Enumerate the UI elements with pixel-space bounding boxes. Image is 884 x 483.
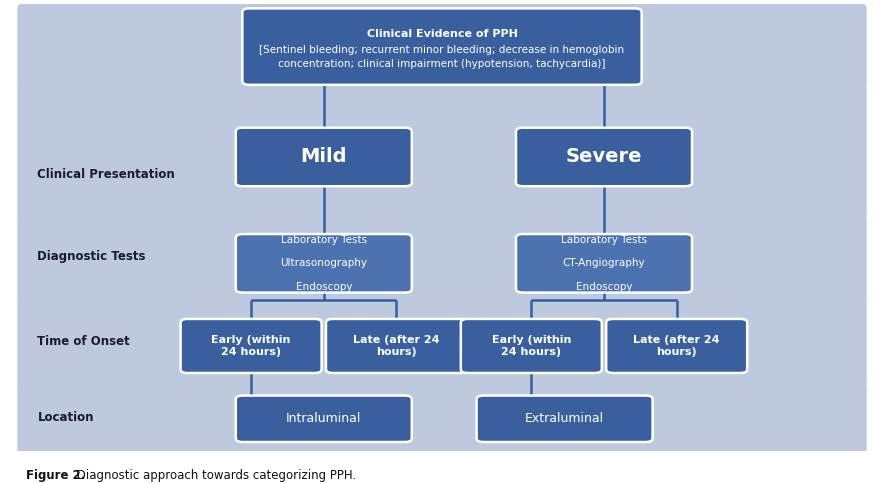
Text: [Sentinel bleeding; recurrent minor bleeding; decrease in hemoglobin: [Sentinel bleeding; recurrent minor blee… xyxy=(259,45,625,55)
FancyBboxPatch shape xyxy=(236,128,412,186)
FancyBboxPatch shape xyxy=(18,299,866,387)
FancyBboxPatch shape xyxy=(236,234,412,293)
FancyBboxPatch shape xyxy=(236,396,412,442)
Text: Late (after 24
hours): Late (after 24 hours) xyxy=(634,335,720,357)
Text: Diagnostic approach towards categorizing PPH.: Diagnostic approach towards categorizing… xyxy=(73,469,356,482)
FancyBboxPatch shape xyxy=(606,319,747,373)
Text: Figure 2.: Figure 2. xyxy=(26,469,86,482)
FancyBboxPatch shape xyxy=(461,319,602,373)
Text: Clinical Evidence of PPH: Clinical Evidence of PPH xyxy=(367,29,517,39)
FancyBboxPatch shape xyxy=(242,8,642,85)
FancyBboxPatch shape xyxy=(516,128,692,186)
Text: Intraluminal: Intraluminal xyxy=(286,412,362,426)
Text: Time of Onset: Time of Onset xyxy=(37,335,130,348)
Text: Extraluminal: Extraluminal xyxy=(525,412,604,426)
Text: Diagnostic Tests: Diagnostic Tests xyxy=(37,250,146,263)
FancyBboxPatch shape xyxy=(476,396,652,442)
Text: Early (within
24 hours): Early (within 24 hours) xyxy=(492,335,571,357)
Text: Severe: Severe xyxy=(566,147,643,167)
FancyBboxPatch shape xyxy=(18,3,866,89)
FancyBboxPatch shape xyxy=(18,382,866,458)
Text: Clinical Presentation: Clinical Presentation xyxy=(37,169,175,181)
Text: Early (within
24 hours): Early (within 24 hours) xyxy=(211,335,291,357)
Text: Mild: Mild xyxy=(301,147,347,167)
Text: Late (after 24
hours): Late (after 24 hours) xyxy=(354,335,439,357)
Text: Laboratory Tests

Ultrasonography

Endoscopy: Laboratory Tests Ultrasonography Endosco… xyxy=(280,235,367,292)
FancyBboxPatch shape xyxy=(18,84,866,219)
Text: concentration; clinical impairment (hypotension, tachycardia)]: concentration; clinical impairment (hypo… xyxy=(278,58,606,69)
FancyBboxPatch shape xyxy=(516,234,692,293)
Text: Location: Location xyxy=(37,411,94,424)
FancyBboxPatch shape xyxy=(18,214,866,304)
FancyBboxPatch shape xyxy=(326,319,467,373)
FancyBboxPatch shape xyxy=(180,319,322,373)
Text: Laboratory Tests

CT-Angiography

Endoscopy: Laboratory Tests CT-Angiography Endoscop… xyxy=(561,235,647,292)
